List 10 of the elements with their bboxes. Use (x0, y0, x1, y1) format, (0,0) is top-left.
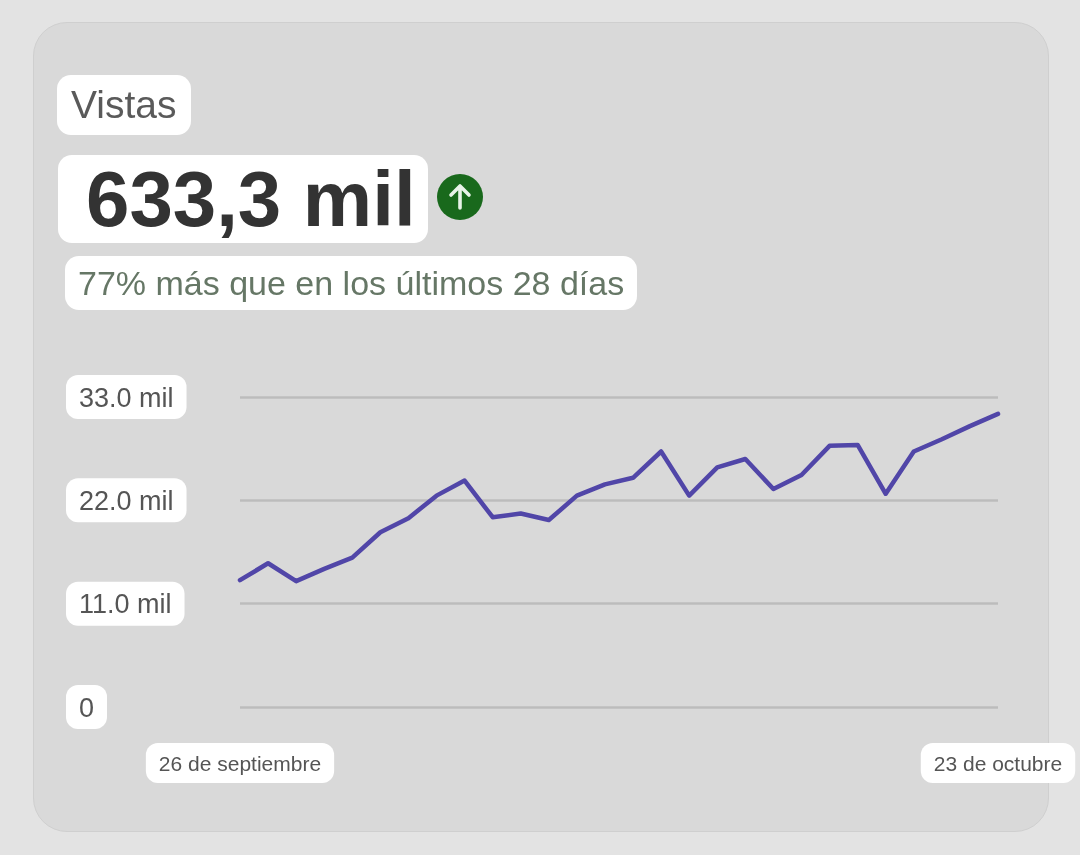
y-tick-label: 33.0 mil (79, 382, 174, 413)
text: 633,3 mil (58, 155, 428, 243)
y-tick-label: 11.0 mil (79, 589, 172, 620)
y-tick-label: 0 (79, 692, 95, 723)
y-tick-label: 22.0 mil (79, 485, 174, 516)
chart-title: Vistas (57, 75, 191, 135)
x-tick-label: 26 de septiembre (158, 752, 322, 775)
line-series (237, 411, 1001, 584)
x-tick-label: 23 de octubre (933, 752, 1063, 775)
text: 77% más que en los últimos 28 días (65, 256, 638, 310)
